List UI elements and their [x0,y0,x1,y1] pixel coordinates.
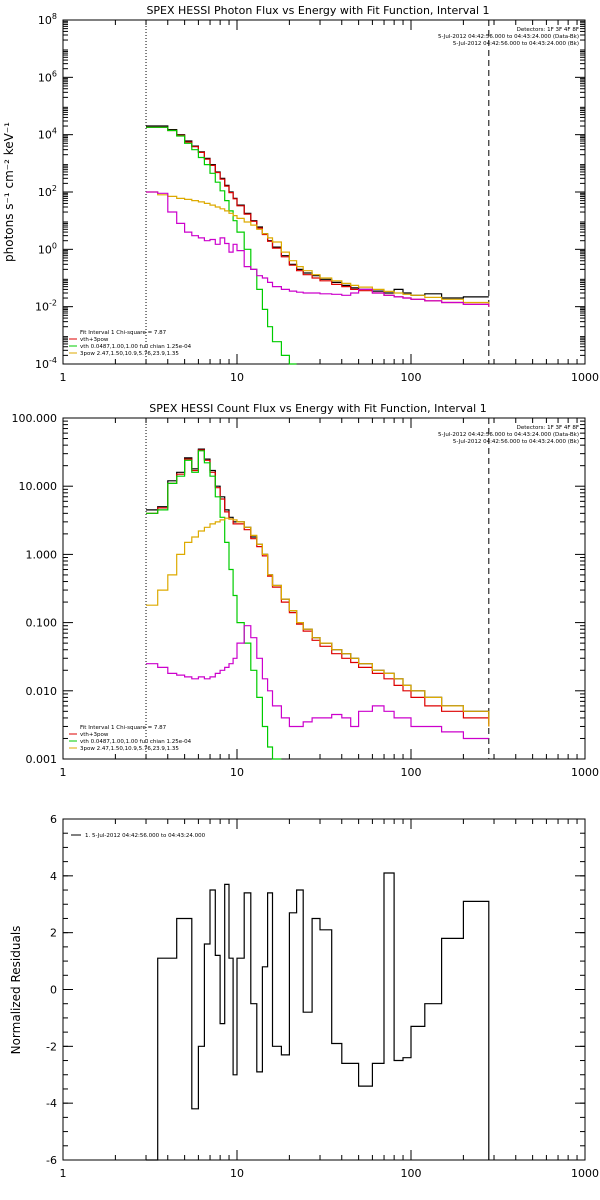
legend-label: 5-Jul-2012 04:42:56.000 to 04:43:24.000 … [453,41,579,47]
chart-2-legend-top-right: Detectors: 1F 3F 4F 8F5-Jul-2012 04:42:5… [438,425,579,445]
y-tick-label: 1.000 [26,548,58,561]
series-line-3 [146,191,490,307]
y-tick-label: -2 [46,1040,57,1053]
chart-3-y-axis-label: Normalized Residuals [9,926,23,1055]
chart-1-legend-bottom-left: Fit Interval 1 Chi-square = 7.87vth+3pow… [69,330,192,357]
legend-label: vth 0.0487,1.00,1.00 full chian 1.25e-04 [80,344,192,350]
count-flux-panel: SPEX HESSI Count Flux vs Energy with Fit… [12,402,600,779]
chart-2-title: SPEX HESSI Count Flux vs Energy with Fit… [149,402,486,415]
chart-1-y-ticks: 10-4 10-2 100 102 104 106 108 [35,12,585,371]
x-tick-label: 10 [230,1167,244,1180]
x-tick-label: 1 [60,766,67,779]
chart-2-y-ticks: 0.001 0.010 0.100 1.000 10.000 100.000 [12,412,585,766]
chart-2-vlines [145,418,490,759]
y-tick-label: 0 [50,984,57,997]
y-tick-label: 10-4 [35,356,57,371]
y-tick-label: 100 [38,241,57,256]
y-tick-label: 102 [38,184,57,199]
legend-label: 1. 5-Jul-2012 04:42:56.000 to 04:43:24.0… [85,833,206,839]
legend-label: vth+3pow [80,337,109,343]
legend-label: Fit Interval 1 Chi-square = 7.87 [80,725,167,731]
chart-1-title: SPEX HESSI Photon Flux vs Energy with Fi… [146,4,489,17]
legend-label: vth 0.0487,1.00,1.00 full chian 1.25e-04 [80,739,192,745]
y-tick-label: 100.000 [12,412,58,425]
series-line-0 [146,872,490,1161]
legend-label: 3pow 2.47,1.50,10.9,5.76,23.9,1.35 [80,746,179,752]
y-tick-label: 106 [38,69,57,84]
x-tick-label: 1 [60,1167,67,1180]
chart-1-plot-frame [62,19,586,365]
chart-1-legend-top-right: Detectors: 1F 3F 4F 8F5-Jul-2012 04:42:5… [438,27,579,47]
y-tick-label: 104 [38,127,57,142]
chart-1-vlines [145,20,490,364]
chart-3-x-ticks: 1 10 100 1000 [60,819,599,1180]
series-line-4 [146,625,489,740]
y-tick-label: 0.001 [26,753,58,766]
chart-3-series [146,872,490,1161]
x-tick-label: 10 [230,371,244,384]
legend-label: Fit Interval 1 Chi-square = 7.87 [80,330,167,336]
y-tick-label: 6 [50,813,57,826]
x-tick-label: 100 [401,766,422,779]
y-tick-label: 4 [50,870,57,883]
legend-label: 3pow 2.47,1.50,10.9,5.76,23.9,1.35 [80,351,179,357]
y-tick-label: 2 [50,927,57,940]
chart-2-legend-bottom-left: Fit Interval 1 Chi-square = 7.87vth+3pow… [69,725,192,752]
series-line-4 [146,191,490,307]
chart-1-series [146,125,490,365]
chart-3-legend: 1. 5-Jul-2012 04:42:56.000 to 04:43:24.0… [71,833,206,839]
chart-1-y-axis-label: photons s⁻¹ cm⁻² keV⁻¹ [2,122,16,262]
x-tick-label: 1000 [571,766,599,779]
legend-label: Detectors: 1F 3F 4F 8F [517,27,579,33]
series-line-2 [146,450,282,760]
series-line-3 [146,517,490,727]
y-tick-label: 0.010 [26,685,58,698]
x-tick-label: 1 [60,371,67,384]
series-line-0 [146,125,489,299]
series-line-0 [146,448,490,718]
chart-1-x-ticks: 1 10 100 1000 [60,20,599,384]
chart-2-x-ticks: 1 10 100 1000 [60,418,599,779]
y-tick-label: 0.100 [26,617,58,630]
y-tick-label: 10-2 [35,299,57,314]
photon-flux-panel: SPEX HESSI Photon Flux vs Energy with Fi… [2,4,599,384]
chart-3-y-ticks: -6 -4 -2 0 2 4 6 [46,813,585,1167]
chart-2-series [146,448,490,760]
legend-label: 5-Jul-2012 04:42:56.000 to 04:43:24.000 … [438,34,579,40]
series-line-1 [146,449,490,727]
series-line-1 [146,126,490,307]
x-tick-label: 10 [230,766,244,779]
y-tick-label: -4 [46,1097,57,1110]
legend-label: vth+3pow [80,732,109,738]
y-tick-label: 10.000 [19,480,58,493]
y-tick-label: 108 [38,12,57,27]
x-tick-label: 100 [401,1167,422,1180]
legend-label: 5-Jul-2012 04:42:56.000 to 04:43:24.000 … [453,439,579,445]
x-tick-label: 1000 [571,371,599,384]
x-tick-label: 100 [401,371,422,384]
legend-label: Detectors: 1F 3F 4F 8F [517,425,579,431]
residuals-panel: -6 -4 -2 0 2 4 6 1 10 100 1000 Normalized Residua… [9,813,599,1180]
y-tick-label: -6 [46,1154,57,1167]
chart-3-plot-frame [62,818,586,1161]
legend-label: 5-Jul-2012 04:42:56.000 to 04:43:24.000 … [438,432,579,438]
chart-2-plot-frame [62,417,586,760]
series-line-2 [146,126,297,365]
x-tick-label: 1000 [571,1167,599,1180]
